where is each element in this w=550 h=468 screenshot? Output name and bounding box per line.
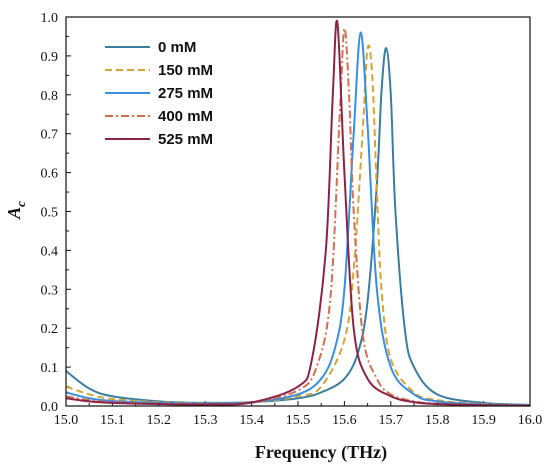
legend: 0 mM 150 mM 275 mM 400 mM 525 mM [105, 39, 213, 148]
y-tick-label: 0.0 [41, 400, 59, 415]
x-tick-label: 15.2 [147, 413, 172, 428]
series-line-2 [65, 31, 531, 407]
y-tick-label: 0.3 [41, 283, 59, 298]
x-tick-label: 15.7 [379, 413, 404, 428]
x-tick-label: 16.0 [518, 413, 543, 428]
y-tick-label: 0.9 [41, 50, 59, 65]
y-axis-title-main: A [4, 207, 24, 220]
y-tick-label: 0.8 [41, 89, 59, 104]
y-tick-label: 0.6 [41, 167, 59, 182]
plot-frame [65, 16, 531, 407]
series-layer [65, 19, 531, 407]
x-tick-label: 15.0 [54, 413, 79, 428]
series-line-0 [65, 47, 531, 406]
y-tick-label: 0.4 [41, 244, 59, 259]
x-tick-label: 15.9 [471, 413, 496, 428]
x-tick-label: 15.1 [100, 413, 125, 428]
y-axis-title: Ac [4, 201, 28, 220]
x-axis-title: Frequency (THz) [255, 442, 387, 463]
legend-label-1: 150 mM [158, 62, 213, 79]
x-tick-labels: 15.0 15.1 15.2 15.3 15.4 15.5 15.6 15.7 15.8 15.9… [54, 413, 543, 428]
x-tick-label: 15.8 [425, 413, 450, 428]
y-tick-label: 0.7 [41, 128, 59, 143]
legend-label-3: 400 mM [158, 108, 213, 125]
y-tick-label: 0.2 [41, 322, 59, 337]
series-line-1 [65, 44, 531, 407]
tick-marks [65, 16, 531, 407]
series-line-3 [65, 27, 531, 407]
legend-label-4: 525 mM [158, 131, 213, 148]
series-line-4 [65, 19, 531, 407]
x-tick-label: 15.5 [286, 413, 311, 428]
y-tick-label: 0.1 [41, 361, 59, 376]
x-tick-label: 15.6 [332, 413, 357, 428]
y-tick-label: 0.5 [41, 206, 59, 221]
y-tick-labels: 0.0 0.1 0.2 0.3 0.4 0.5 0.6 0.7 0.8 0.9 1.0 [41, 11, 59, 415]
y-axis-title-subscript: c [13, 201, 28, 207]
legend-label-0: 0 mM [158, 39, 196, 56]
legend-label-2: 275 mM [158, 85, 213, 102]
y-tick-label: 1.0 [41, 11, 59, 26]
x-tick-label: 15.3 [193, 413, 218, 428]
x-tick-label: 15.4 [239, 413, 264, 428]
